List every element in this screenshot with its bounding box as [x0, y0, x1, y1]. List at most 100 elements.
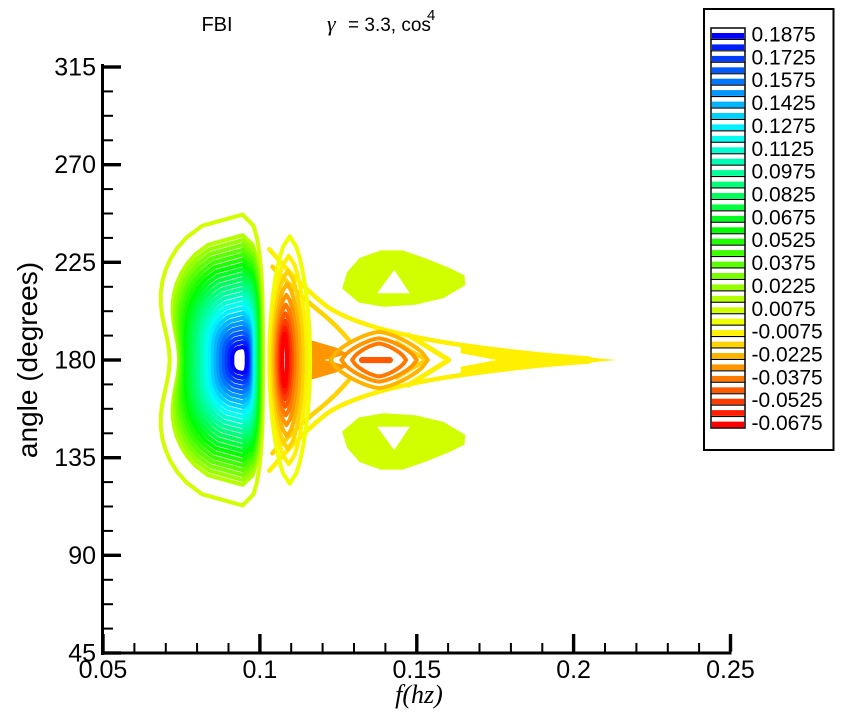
secondary-cell-contour [328, 329, 430, 391]
legend-level-label: -0.0375 [752, 366, 823, 389]
y-minor-tick [104, 383, 113, 386]
legend-color-band [712, 421, 744, 428]
plot-title-right: = 3.3, cos [348, 15, 431, 36]
legend-band-divider [711, 50, 745, 52]
y-minor-tick [104, 334, 113, 337]
y-minor-tick [104, 236, 113, 239]
secondary-cell-contour [350, 341, 409, 379]
legend-color-band [712, 193, 744, 199]
x-minor-tick [635, 643, 638, 652]
negative-lobe-contour [280, 331, 289, 389]
y-tick-label: 90 [68, 542, 96, 570]
plot-title-left: FBI [201, 14, 232, 36]
positive-lobe-contour [230, 345, 249, 375]
y-minor-tick [104, 432, 113, 435]
legend-color-band [712, 101, 744, 108]
x-tick-label: 0.25 [706, 656, 755, 684]
legend-band-divider [711, 313, 745, 315]
legend-color-band [712, 273, 744, 279]
y-minor-tick [104, 285, 113, 288]
legend-color-band [712, 215, 744, 222]
legend-color-band [712, 55, 744, 62]
gold-arm-upper [270, 264, 351, 343]
legend-band-divider [711, 198, 745, 200]
y-minor-tick [104, 188, 113, 191]
legend-color-band [712, 284, 744, 291]
legend-level-label: -0.0225 [752, 344, 823, 367]
legend-band-divider [711, 153, 745, 155]
legend-band-divider [711, 393, 745, 395]
side-lobe-lower-hole [377, 426, 410, 451]
legend-color-band [712, 170, 744, 176]
legend-level-label: 0.0975 [752, 161, 816, 184]
y-axis-line [101, 64, 104, 655]
legend-level-label: 0.0525 [752, 229, 816, 252]
contour-lines-layer [158, 212, 617, 508]
legend-color-band [712, 78, 744, 85]
legend-color-band [712, 238, 744, 245]
gold-arm-lower [270, 377, 351, 456]
y-minor-tick [104, 310, 113, 313]
legend-color-band [712, 410, 744, 416]
legend-level-label: 0.0675 [752, 206, 816, 229]
legend-band-divider [711, 176, 745, 178]
legend-color-band [712, 364, 744, 371]
legend-level-label: 0.0225 [752, 275, 816, 298]
secondary-cell-contour [339, 336, 419, 384]
x-tick-label: 0.1 [243, 656, 278, 684]
legend-level-label: -0.0525 [752, 389, 823, 412]
legend-color-band [712, 318, 744, 325]
legend-band-divider [711, 256, 745, 258]
tail-wedge-notch [452, 351, 497, 369]
legend-level-label: 0.1125 [752, 138, 815, 161]
legend-color-band [712, 341, 744, 348]
x-minor-tick [604, 643, 606, 652]
y-major-tick [104, 163, 121, 167]
legend-band-divider [711, 244, 745, 246]
y-major-tick [104, 65, 121, 69]
y-minor-tick [104, 407, 113, 410]
x-minor-tick [227, 643, 230, 652]
legend-band-divider [711, 187, 745, 189]
legend-color-band [712, 124, 744, 131]
legend-color-band [712, 67, 744, 74]
legend-level-label: 0.1725 [752, 46, 816, 69]
legend-level-label: 0.0375 [752, 252, 816, 275]
legend-band-divider [711, 141, 745, 143]
y-minor-tick [104, 627, 113, 630]
legend-band-divider [711, 84, 745, 86]
x-tick-label: 0.05 [79, 656, 128, 684]
y-major-tick [104, 358, 121, 362]
legend-color-band [712, 158, 744, 165]
legend-band-divider [711, 118, 745, 120]
legend-band-divider [711, 164, 745, 166]
legend-band-divider [711, 381, 745, 383]
y-tick-label: 225 [54, 249, 96, 277]
y-minor-tick [104, 139, 113, 142]
legend-band-divider [711, 347, 745, 349]
y-minor-tick [104, 114, 113, 117]
legend-color-band [712, 90, 744, 96]
legend-color-band [712, 204, 744, 211]
tick-labels-layer: 45 90 135 180 225 270 315 0.05 0.1 0.15 0.2 0.25 [54, 54, 755, 685]
y-tick-label: 45 [68, 640, 96, 668]
x-minor-tick [698, 643, 701, 652]
legend-band-divider [711, 301, 745, 303]
legend-band-divider [711, 267, 745, 269]
x-minor-tick [353, 643, 355, 652]
x-major-tick [101, 634, 105, 652]
legend-color-band [712, 135, 744, 142]
legend-band-divider [711, 233, 745, 235]
y-minor-tick [104, 603, 113, 606]
side-lobe-upper [342, 250, 466, 307]
legend-level-label: -0.0675 [752, 412, 823, 435]
legend-band-divider [711, 370, 745, 372]
legend-band-divider [711, 107, 745, 109]
side-lobe-lower [342, 413, 466, 470]
yellow-chevron-contour [405, 331, 452, 389]
x-minor-tick [509, 643, 512, 652]
legend-band-divider [711, 404, 745, 406]
y-minor-tick [104, 529, 113, 532]
legend-color-band [712, 44, 744, 51]
y-minor-tick [104, 505, 113, 508]
